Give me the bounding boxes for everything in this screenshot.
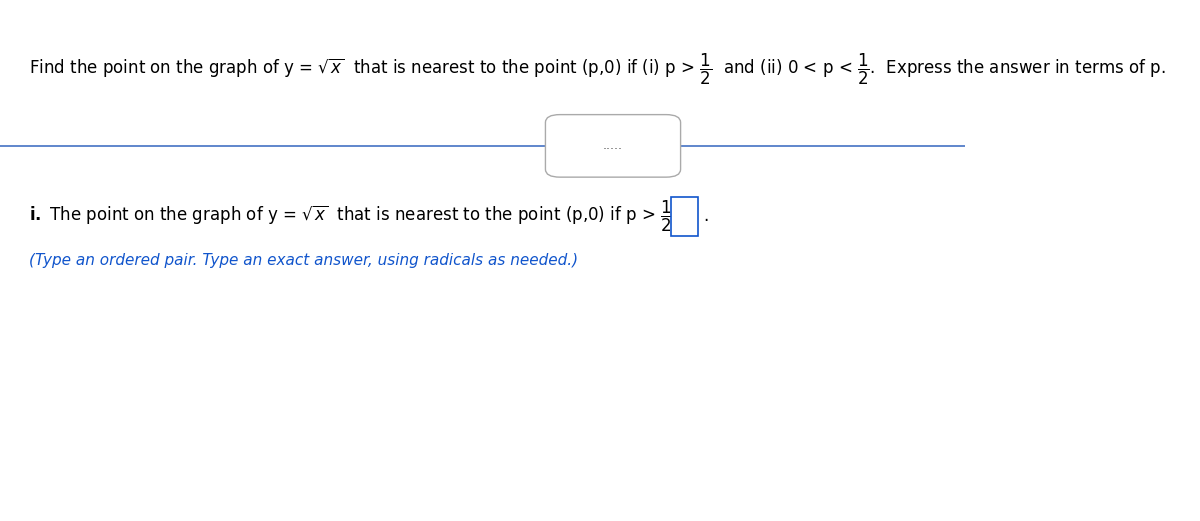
Text: Find the point on the graph of y = $\sqrt{x}$  that is nearest to the point (p,0: Find the point on the graph of y = $\sqr… [29,52,1165,88]
Text: .....: ..... [604,140,623,152]
FancyBboxPatch shape [671,197,698,235]
FancyBboxPatch shape [546,115,680,177]
Text: $\mathbf{i.}$ The point on the graph of y = $\sqrt{x}$  that is nearest to the p: $\mathbf{i.}$ The point on the graph of … [29,199,698,234]
Text: .: . [703,207,708,225]
Text: (Type an ordered pair. Type an exact answer, using radicals as needed.): (Type an ordered pair. Type an exact ans… [29,253,578,268]
